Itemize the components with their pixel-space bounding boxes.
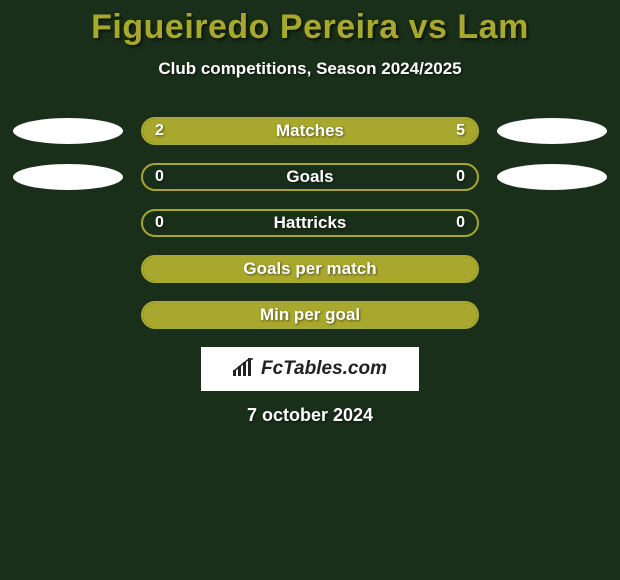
player-left-oval: [13, 118, 123, 144]
stat-label: Goals: [286, 167, 333, 187]
stat-value-right: 0: [456, 214, 465, 232]
subtitle: Club competitions, Season 2024/2025: [0, 59, 620, 79]
stat-row: Goals per match: [0, 255, 620, 283]
stat-value-left: 0: [155, 168, 164, 186]
stats-area: 2 Matches 5 0 Goals 0 0 Hattricks 0 Goals per mat…: [0, 117, 620, 329]
stat-row: 0 Hattricks 0: [0, 209, 620, 237]
stat-value-right: 0: [456, 168, 465, 186]
stat-label: Hattricks: [274, 213, 347, 233]
stat-value-left: 0: [155, 214, 164, 232]
stat-row: 0 Goals 0: [0, 163, 620, 191]
stat-bar: 0 Goals 0: [141, 163, 479, 191]
source-badge: FcTables.com: [201, 347, 419, 391]
player-left-oval: [13, 164, 123, 190]
stat-value-left: 2: [155, 122, 164, 140]
stat-label: Matches: [276, 121, 344, 141]
stat-value-right: 5: [456, 122, 465, 140]
stat-label: Goals per match: [243, 259, 376, 279]
stat-bar: Min per goal: [141, 301, 479, 329]
stat-row: Min per goal: [0, 301, 620, 329]
player-right-oval: [497, 164, 607, 190]
stat-bar: Goals per match: [141, 255, 479, 283]
chart-icon: [233, 358, 255, 381]
player-right-oval: [497, 118, 607, 144]
stat-bar: 0 Hattricks 0: [141, 209, 479, 237]
page-title: Figueiredo Pereira vs Lam: [0, 8, 620, 47]
stat-bar: 2 Matches 5: [141, 117, 479, 145]
stat-label: Min per goal: [260, 305, 360, 325]
bar-fill-right: [239, 119, 477, 143]
date-text: 7 october 2024: [0, 405, 620, 426]
badge-text: FcTables.com: [261, 358, 387, 380]
stat-row: 2 Matches 5: [0, 117, 620, 145]
